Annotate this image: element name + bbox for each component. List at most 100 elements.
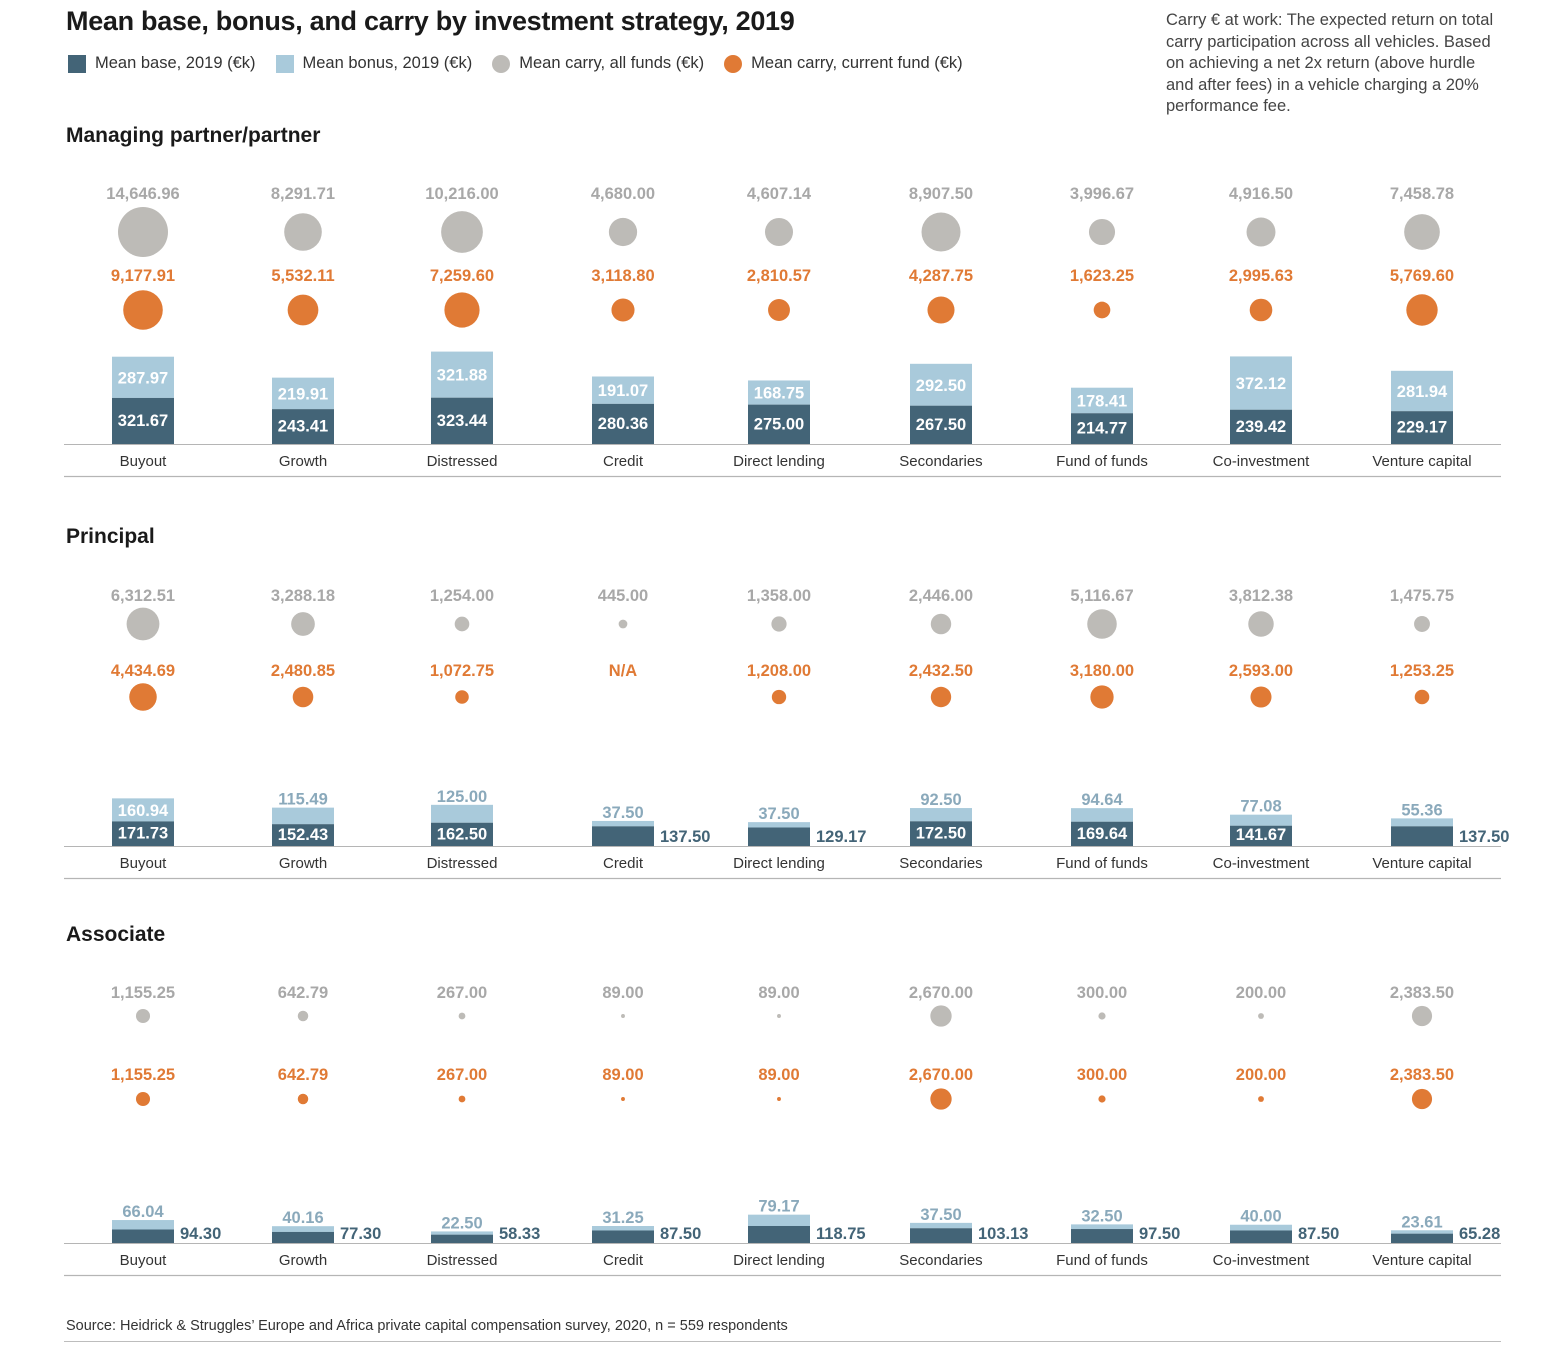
bar-base-associate-secondaries <box>910 1228 972 1243</box>
category-label-managing-partner-partner-secondaries: Secondaries <box>899 453 982 470</box>
carry-current-dot-managing-partner-partner-venture-capital <box>1406 294 1438 326</box>
carry-all-dot-associate-distressed <box>458 1012 466 1020</box>
base-value-principal-credit: 137.50 <box>660 828 710 846</box>
carry-current-label-managing-partner-partner-fund-of-funds: 1,623.25 <box>1070 267 1134 285</box>
bar-base-principal-venture-capital <box>1391 826 1453 846</box>
carry-current-label-associate-fund-of-funds: 300.00 <box>1077 1066 1127 1084</box>
carry-current-dot-managing-partner-partner-growth <box>287 294 319 326</box>
bar-base-principal-secondaries <box>910 821 972 846</box>
bonus-value-managing-partner-partner-credit: 191.07 <box>598 382 648 400</box>
category-label-managing-partner-partner-credit: Credit <box>603 453 644 470</box>
bar-base-managing-partner-partner-credit <box>592 403 654 444</box>
carry-all-dot-managing-partner-partner-co-investment <box>1246 217 1276 247</box>
bar-base-principal-growth <box>272 824 334 846</box>
bar-bonus-associate-growth <box>272 1226 334 1232</box>
category-label-principal-buyout: Buyout <box>120 855 168 872</box>
base-value-principal-buyout: 171.73 <box>118 825 168 843</box>
carry-all-dot-managing-partner-partner-credit <box>608 217 638 247</box>
bar-base-associate-fund-of-funds <box>1071 1229 1133 1243</box>
carry-all-dot-managing-partner-partner-buyout <box>118 207 168 257</box>
bar-bonus-associate-secondaries <box>910 1222 972 1229</box>
carry-current-dot-principal-growth <box>292 686 314 708</box>
carry-current-dot-managing-partner-partner-direct-lending <box>768 299 790 321</box>
bar-bonus-principal-distressed <box>431 804 493 823</box>
carry-all-dot-principal-direct-lending <box>771 616 787 632</box>
carry-current-label-associate-distressed: 267.00 <box>437 1066 487 1084</box>
carry-current-dot-principal-direct-lending <box>771 689 787 705</box>
category-label-managing-partner-partner-direct-lending: Direct lending <box>733 453 825 470</box>
bar-bonus-managing-partner-partner-buyout <box>112 356 174 398</box>
carry-current-label-managing-partner-partner-growth: 5,532.11 <box>271 267 334 285</box>
bonus-value-associate-buyout: 66.04 <box>122 1203 164 1221</box>
carry-current-label-associate-buyout: 1,155.25 <box>111 1066 175 1084</box>
carry-current-label-managing-partner-partner-secondaries: 4,287.75 <box>909 267 973 285</box>
carry-all-dot-associate-fund-of-funds <box>1098 1012 1106 1020</box>
bar-base-principal-buyout <box>112 821 174 846</box>
carry-all-label-managing-partner-partner-co-investment: 4,916.50 <box>1229 185 1293 203</box>
carry-current-dot-associate-buyout <box>135 1091 151 1107</box>
carry-all-dot-managing-partner-partner-direct-lending <box>764 217 794 247</box>
base-value-associate-venture-capital: 65.28 <box>1459 1225 1500 1243</box>
carry-all-dot-managing-partner-partner-distressed <box>441 211 483 253</box>
carry-current-label-principal-fund-of-funds: 3,180.00 <box>1070 662 1134 680</box>
bar-base-managing-partner-partner-fund-of-funds <box>1071 413 1133 444</box>
bonus-value-principal-direct-lending: 37.50 <box>758 805 799 823</box>
carry-current-label-principal-distressed: 1,072.75 <box>430 662 494 680</box>
carry-current-label-managing-partner-partner-direct-lending: 2,810.57 <box>747 267 811 285</box>
legend-swatch-bonus <box>275 54 294 73</box>
base-value-principal-secondaries: 172.50 <box>916 825 966 843</box>
base-value-associate-secondaries: 103.13 <box>978 1225 1028 1243</box>
category-label-principal-venture-capital: Venture capital <box>1372 855 1471 872</box>
category-label-associate-fund-of-funds: Fund of funds <box>1056 1252 1148 1269</box>
bonus-value-principal-fund-of-funds: 94.64 <box>1081 791 1123 809</box>
bonus-value-principal-growth: 115.49 <box>278 791 328 809</box>
carry-current-label-associate-direct-lending: 89.00 <box>758 1066 799 1084</box>
carry-all-label-principal-distressed: 1,254.00 <box>430 587 494 605</box>
bonus-value-associate-co-investment: 40.00 <box>1240 1208 1281 1226</box>
bar-bonus-managing-partner-partner-fund-of-funds <box>1071 387 1133 414</box>
bonus-value-principal-buyout: 160.94 <box>118 802 169 820</box>
carry-all-label-managing-partner-partner-buyout: 14,646.96 <box>106 185 179 203</box>
bar-base-associate-growth <box>272 1231 334 1243</box>
carry-current-label-principal-credit: N/A <box>609 662 638 680</box>
legend: Mean base, 2019 (€k) Mean bonus, 2019 (€… <box>68 54 983 73</box>
carry-all-label-principal-direct-lending: 1,358.00 <box>747 587 811 605</box>
carry-all-label-managing-partner-partner-direct-lending: 4,607.14 <box>747 185 812 203</box>
carry-all-label-associate-venture-capital: 2,383.50 <box>1390 984 1454 1002</box>
bonus-value-associate-fund-of-funds: 32.50 <box>1081 1207 1122 1225</box>
carry-all-label-principal-growth: 3,288.18 <box>271 587 335 605</box>
carry-all-dot-managing-partner-partner-venture-capital <box>1404 214 1440 250</box>
base-value-managing-partner-partner-buyout: 321.67 <box>118 412 168 430</box>
bar-bonus-principal-buyout <box>112 798 174 822</box>
carry-all-dot-associate-direct-lending <box>777 1014 781 1018</box>
carry-all-dot-principal-secondaries <box>930 613 952 635</box>
category-label-principal-growth: Growth <box>279 855 327 872</box>
carry-current-label-associate-growth: 642.79 <box>278 1066 328 1084</box>
category-label-managing-partner-partner-buyout: Buyout <box>120 453 168 470</box>
category-label-managing-partner-partner-distressed: Distressed <box>427 453 498 470</box>
base-value-managing-partner-partner-co-investment: 239.42 <box>1236 418 1286 436</box>
bar-bonus-managing-partner-partner-secondaries <box>910 363 972 406</box>
bar-base-managing-partner-partner-co-investment <box>1230 409 1292 444</box>
carry-current-label-principal-venture-capital: 1,253.25 <box>1390 662 1454 680</box>
carry-current-dot-managing-partner-partner-secondaries <box>927 296 955 324</box>
category-label-managing-partner-partner-co-investment: Co-investment <box>1213 453 1311 470</box>
carry-all-dot-managing-partner-partner-growth <box>284 213 322 251</box>
bar-base-associate-co-investment <box>1230 1230 1292 1243</box>
legend-label-carry-all: Mean carry, all funds (€k) <box>519 54 705 72</box>
base-value-principal-fund-of-funds: 169.64 <box>1077 825 1128 843</box>
category-label-associate-buyout: Buyout <box>120 1252 168 1269</box>
base-value-managing-partner-partner-credit: 280.36 <box>598 415 648 433</box>
bonus-value-associate-venture-capital: 23.61 <box>1401 1213 1442 1231</box>
carry-current-dot-associate-venture-capital <box>1411 1088 1433 1110</box>
bar-base-managing-partner-partner-secondaries <box>910 405 972 444</box>
carry-all-label-managing-partner-partner-growth: 8,291.71 <box>271 185 335 203</box>
carry-current-dot-associate-direct-lending <box>777 1097 781 1101</box>
bonus-value-managing-partner-partner-growth: 219.91 <box>278 385 328 403</box>
bar-bonus-principal-credit <box>592 820 654 827</box>
category-label-associate-co-investment: Co-investment <box>1213 1252 1311 1269</box>
carry-current-label-principal-buyout: 4,434.69 <box>111 662 175 680</box>
bar-bonus-associate-direct-lending <box>748 1214 810 1226</box>
carry-current-dot-principal-buyout <box>129 683 157 711</box>
